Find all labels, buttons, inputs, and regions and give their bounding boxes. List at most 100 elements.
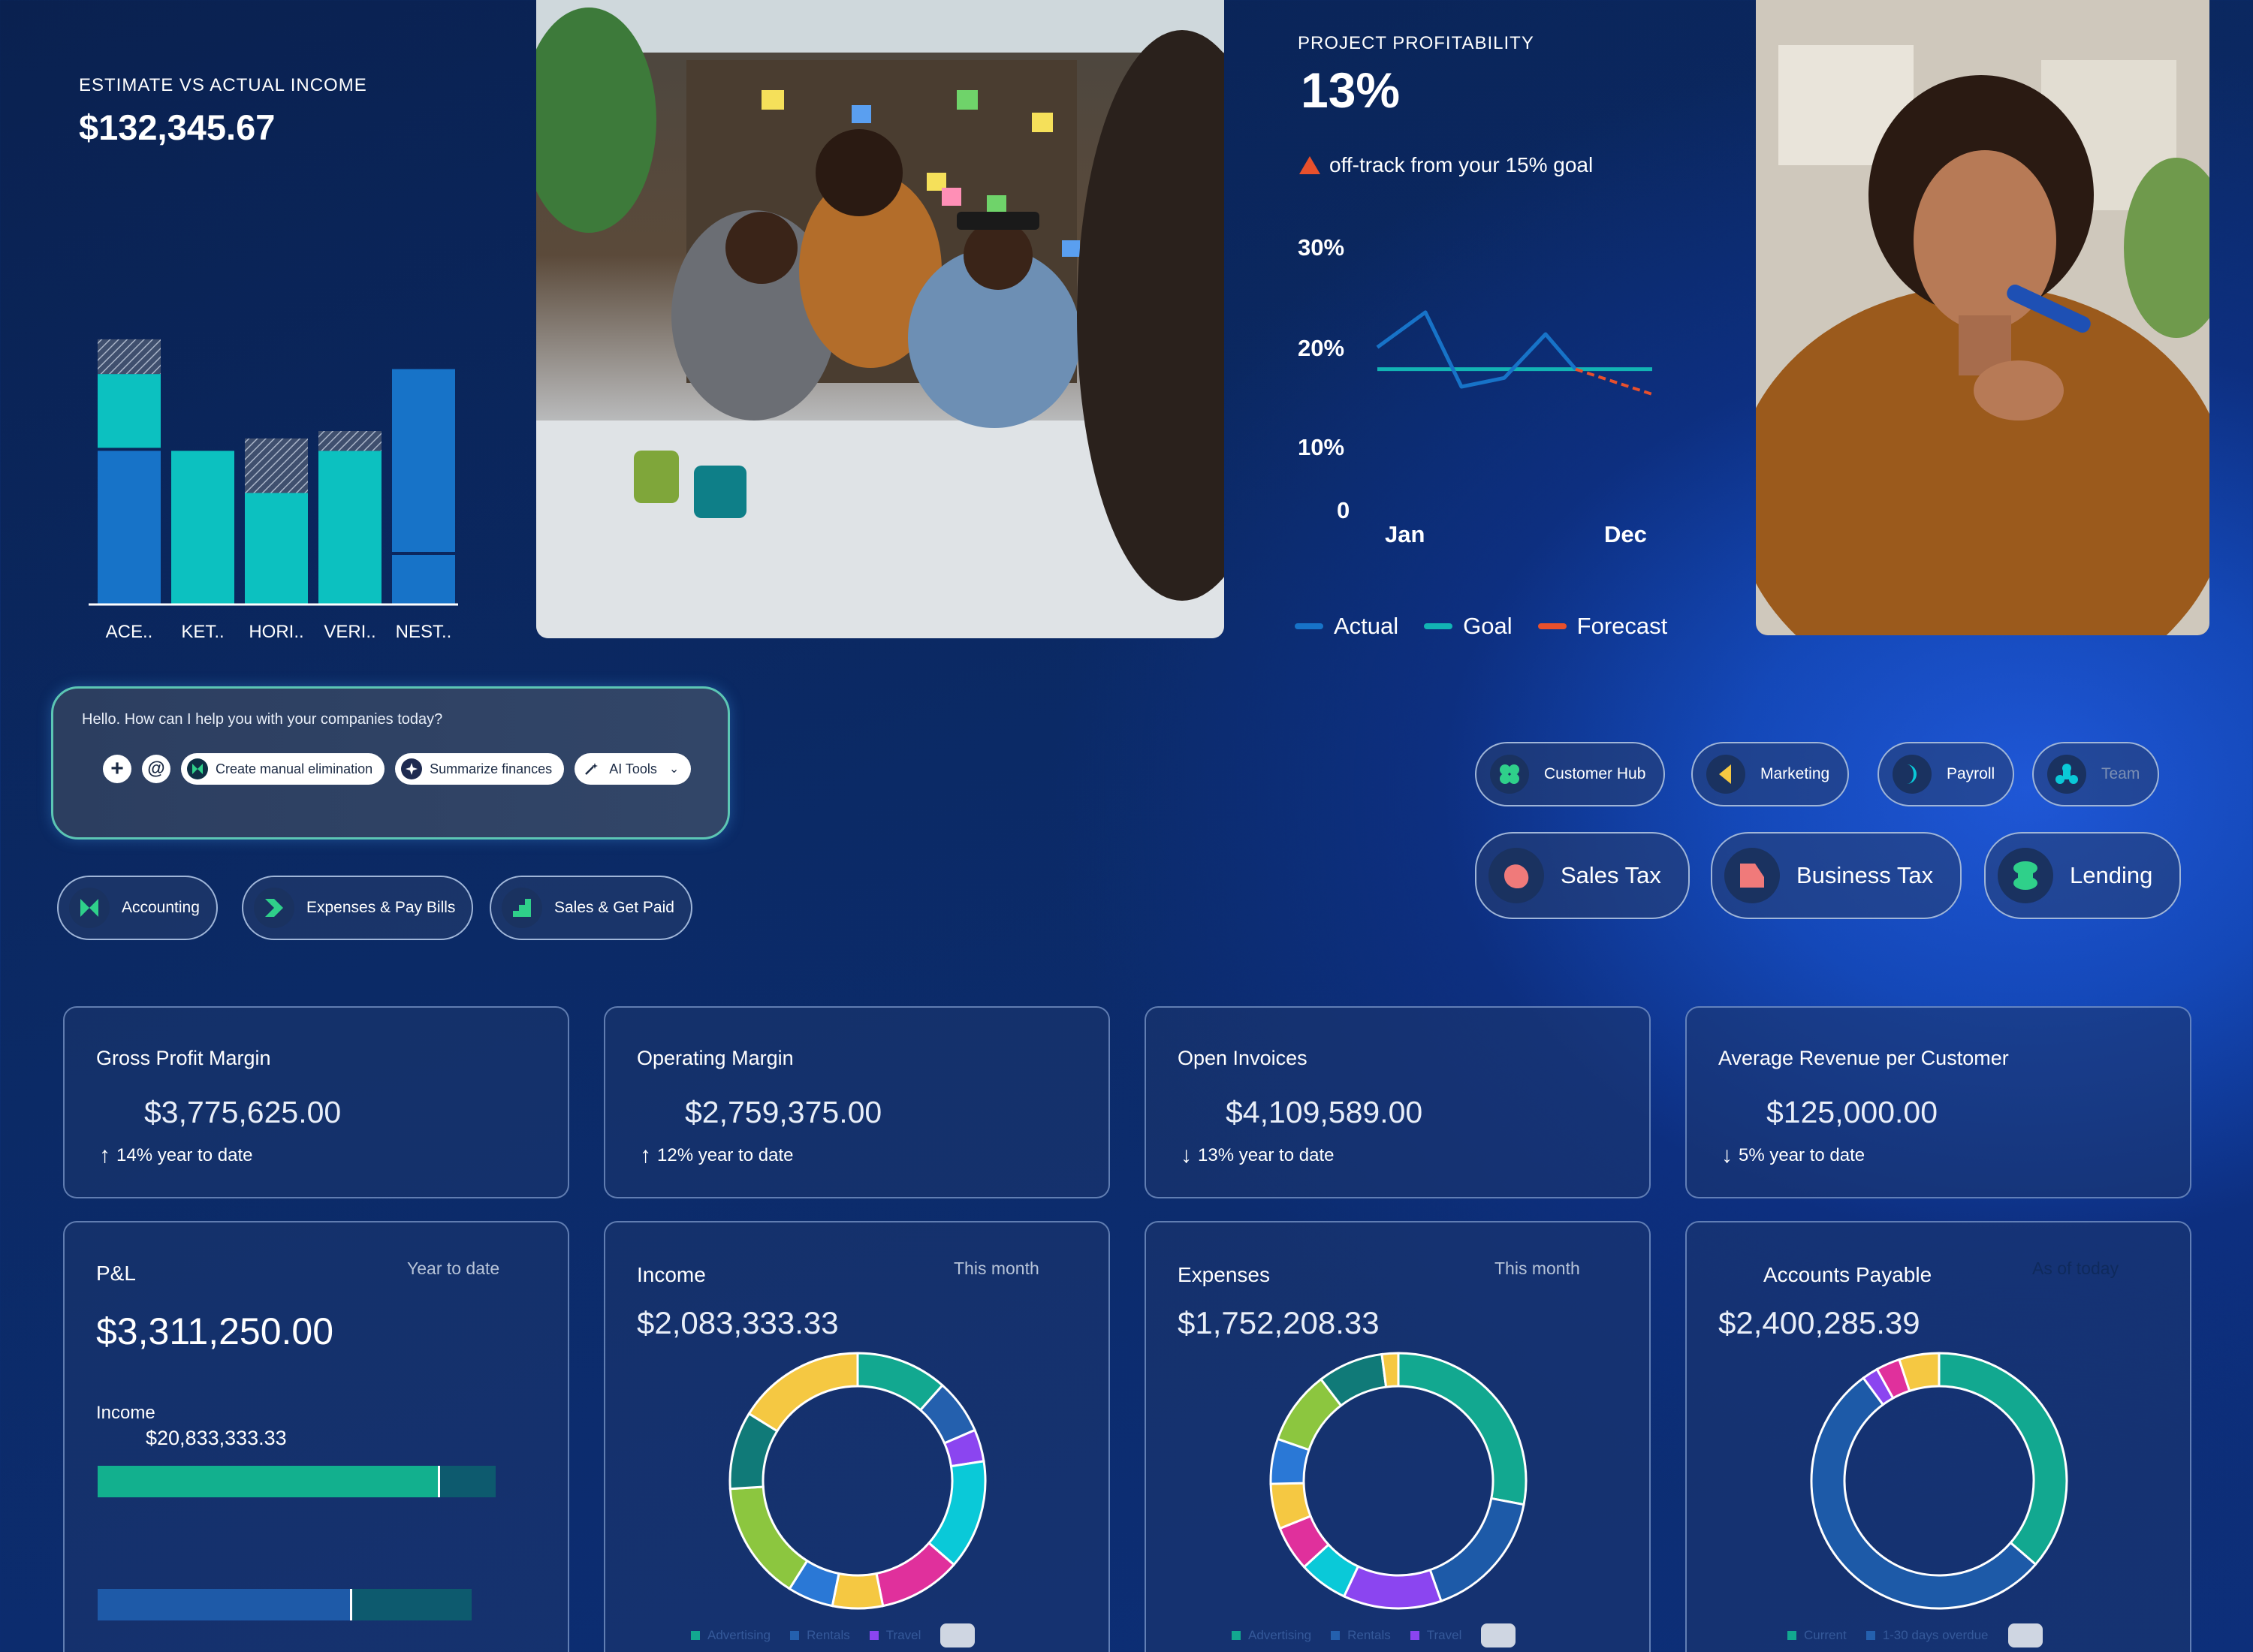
legend-swatch (1537, 623, 1567, 629)
legend-label: Rentals (1347, 1628, 1391, 1642)
accounting-icon (69, 888, 110, 928)
profitability-title: PROJECT PROFITABILITY (1298, 33, 1534, 53)
legend-toggle-button[interactable] (2007, 1623, 2043, 1647)
team-pill[interactable]: Team (2032, 742, 2160, 806)
metric-change: ↑ 14% year to date (99, 1144, 252, 1167)
donut-slice (1810, 1376, 2037, 1610)
profitability-legend: Actual Goal Forecast (1295, 613, 1667, 640)
pill-label: Sales Tax (1561, 862, 1661, 888)
ap-label: Accounts Payable (1763, 1263, 1932, 1286)
pl-card[interactable]: P&L Year to date $3,311,250.00 Income $2… (63, 1221, 569, 1652)
expense-progress-fill (98, 1589, 352, 1620)
arrow-down-icon: ↓ (1721, 1143, 1733, 1168)
lending-pill[interactable]: Lending (1984, 832, 2182, 919)
change-text: 12% year to date (657, 1145, 794, 1165)
legend-toggle-button[interactable] (940, 1623, 976, 1647)
accounts-payable-card[interactable]: Accounts Payable As of today $2,400,285.… (1685, 1221, 2191, 1652)
expenses-pay-bills-link[interactable]: Expenses & Pay Bills (242, 876, 474, 940)
summarize-finances-chip[interactable]: Summarize finances (395, 753, 565, 785)
pl-label: P&L (96, 1262, 136, 1285)
average-revenue-card[interactable]: Average Revenue per Customer $125,000.00… (1685, 1006, 2191, 1198)
income-card[interactable]: Income This month $2,083,333.33 (604, 1221, 1110, 1652)
legend-label: Advertising (1248, 1628, 1312, 1642)
y-tick-label: 10% (1298, 434, 1344, 460)
team-icon (2047, 755, 2086, 794)
operating-margin-card[interactable]: Operating Margin $2,759,375.00 ↑ 12% yea… (604, 1006, 1110, 1198)
metric-change: ↑ 12% year to date (640, 1144, 793, 1167)
arrow-down-icon: ↓ (1181, 1143, 1192, 1168)
legend-swatch (790, 1631, 800, 1640)
expenses-legend-row: Advertising Rentals Travel (1232, 1623, 1516, 1647)
open-invoices-card[interactable]: Open Invoices $4,109,589.00 ↓ 13% year t… (1145, 1006, 1651, 1198)
elimination-icon (187, 758, 208, 779)
legend-swatch (1424, 623, 1453, 629)
expenses-card[interactable]: Expenses This month $1,752,208.33 (1145, 1221, 1651, 1652)
legend-toggle-button[interactable] (1481, 1623, 1516, 1647)
sales-get-paid-link[interactable]: Sales & Get Paid (490, 876, 692, 940)
bar-actual (98, 451, 161, 604)
profitability-line-chart: 30% 20% 10% 0 Jan Dec (1298, 234, 1653, 547)
ap-period: As of today (2032, 1259, 2119, 1278)
legend-swatch (1232, 1631, 1241, 1640)
pill-label: Payroll (1947, 765, 1995, 782)
income-legend-row: Advertising Rentals Travel (691, 1623, 976, 1647)
accounting-link[interactable]: Accounting (57, 876, 218, 940)
create-manual-elimination-chip[interactable]: Create manual elimination (181, 753, 385, 785)
legend-item: 1-30 days overdue (1865, 1628, 1989, 1643)
legend-swatch (1410, 1631, 1419, 1640)
legend-goal: Goal (1424, 613, 1513, 640)
expenses-icon (254, 888, 294, 928)
donut-slice (1342, 1565, 1443, 1610)
y-tick-label: 30% (1298, 234, 1344, 261)
sales-tax-pill[interactable]: Sales Tax (1475, 832, 1690, 919)
bar-variance (318, 431, 382, 451)
income-label: Income (637, 1263, 706, 1286)
ai-assistant-card[interactable]: Hello. How can I help you with your comp… (51, 686, 730, 840)
legend-swatch (1295, 623, 1323, 629)
pill-label: Team (2101, 765, 2140, 782)
pill-label: Business Tax (1796, 862, 1934, 888)
metric-value: $3,775,625.00 (144, 1095, 342, 1129)
income-progress-fill (98, 1466, 440, 1497)
add-button[interactable]: + (103, 755, 131, 783)
legend-label: Current (1804, 1628, 1847, 1642)
arrow-up-icon: ↑ (640, 1143, 651, 1168)
customer-hub-pill[interactable]: Customer Hub (1475, 742, 1666, 806)
payroll-pill[interactable]: Payroll (1878, 742, 2015, 806)
y-tick-label: 20% (1298, 335, 1344, 361)
legend-item: Travel (869, 1628, 921, 1643)
bar-actual (392, 555, 455, 604)
income-period: This month (954, 1259, 1039, 1278)
estimate-title: ESTIMATE VS ACTUAL INCOME (79, 75, 367, 95)
warning-icon (1299, 156, 1320, 174)
ai-tools-dropdown[interactable]: AI Tools ⌄ (575, 753, 692, 785)
legend-swatch (1865, 1631, 1875, 1640)
business-tax-pill[interactable]: Business Tax (1711, 832, 1962, 919)
mention-button[interactable]: @ (142, 755, 170, 783)
pill-label: Marketing (1760, 765, 1830, 782)
marketing-pill[interactable]: Marketing (1691, 742, 1850, 806)
pill-label: Lending (2070, 862, 2153, 888)
ap-value: $2,400,285.39 (1718, 1305, 1920, 1340)
pl-value: $3,311,250.00 (96, 1310, 334, 1352)
gross-profit-margin-card[interactable]: Gross Profit Margin $3,775,625.00 ↑ 14% … (63, 1006, 569, 1198)
metric-value: $125,000.00 (1766, 1095, 1938, 1129)
business-tax-icon (1724, 848, 1780, 903)
sales-tax-icon (1488, 848, 1544, 903)
team-meeting-photo (536, 0, 1224, 638)
ap-legend-row: Current 1-30 days overdue (1787, 1623, 2043, 1647)
legend-label: Forecast (1576, 613, 1668, 639)
bar-category-label: KET.. (181, 622, 224, 642)
legend-item: Advertising (691, 1628, 771, 1643)
chip-label: Create manual elimination (216, 761, 373, 776)
income-donut-chart (728, 1352, 987, 1610)
expense-progress-bar (98, 1589, 472, 1620)
sales-stairs-icon (502, 888, 542, 928)
estimate-value: $132,345.67 (79, 107, 276, 147)
donut-slice (1898, 1352, 1941, 1393)
chip-label: Summarize finances (430, 761, 553, 776)
link-label: Expenses & Pay Bills (306, 899, 456, 916)
x-tick-label: Jan (1385, 521, 1425, 547)
legend-swatch (1787, 1631, 1796, 1640)
legend-label: Travel (885, 1628, 921, 1642)
